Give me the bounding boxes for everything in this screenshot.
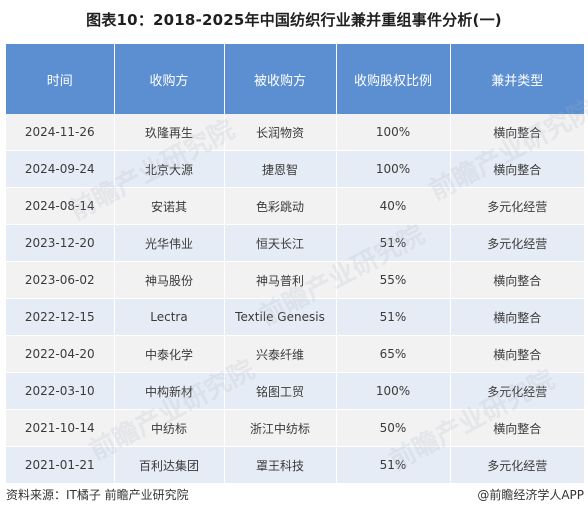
cell-type: 多元化经营 [450, 224, 584, 262]
cell-type: 多元化经营 [450, 187, 584, 225]
cell-ratio: 65% [336, 335, 451, 373]
brand-label: @前瞻经济学人APP [477, 488, 584, 502]
cell-target: Textile Genesis [224, 298, 337, 336]
cell-acquirer: 光华伟业 [114, 224, 225, 262]
cell-ratio: 50% [336, 409, 451, 447]
cell-acquirer: 中泰化学 [114, 335, 225, 373]
cell-date: 2024-11-26 [6, 114, 115, 151]
header-merger-type: 兼并类型 [450, 44, 584, 114]
brand-credit: @前瞻经济学人APP [477, 486, 584, 503]
cell-target: 色彩跳动 [224, 187, 337, 225]
table-row: 2022-03-10 中构新材 铭图工贸 100% 多元化经营 [6, 372, 584, 410]
cell-ratio: 100% [336, 150, 451, 188]
table-row: 2023-12-20 光华伟业 恒天长江 51% 多元化经营 [6, 224, 584, 262]
cell-ratio: 100% [336, 114, 451, 151]
cell-type: 横向整合 [450, 409, 584, 447]
cell-target: 罩王科技 [224, 446, 337, 484]
table-row: 2021-01-21 百利达集团 罩王科技 51% 多元化经营 [6, 446, 584, 484]
table-row: 2024-09-24 北京大源 捷恩智 100% 横向整合 [6, 150, 584, 188]
cell-type: 横向整合 [450, 114, 584, 151]
cell-type: 横向整合 [450, 335, 584, 373]
cell-target: 神马普利 [224, 261, 337, 299]
chart-title: 图表10：2018-2025年中国纺织行业兼并重组事件分析(一) [86, 11, 502, 29]
table-row: 2022-04-20 中泰化学 兴泰纤维 65% 横向整合 [6, 335, 584, 373]
cell-target: 浙江中纺标 [224, 409, 337, 447]
cell-date: 2021-01-21 [6, 446, 115, 484]
cell-date: 2021-10-14 [6, 409, 115, 447]
cell-date: 2022-03-10 [6, 372, 115, 410]
cell-target: 捷恩智 [224, 150, 337, 188]
cell-date: 2022-04-20 [6, 335, 115, 373]
cell-ratio: 55% [336, 261, 451, 299]
cell-ratio: 40% [336, 187, 451, 225]
table-row: 2024-08-14 安诺其 色彩跳动 40% 多元化经营 [6, 187, 584, 225]
cell-acquirer: 百利达集团 [114, 446, 225, 484]
cell-ratio: 51% [336, 446, 451, 484]
header-acquirer: 收购方 [114, 44, 225, 114]
cell-type: 横向整合 [450, 298, 584, 336]
header-target: 被收购方 [224, 44, 337, 114]
cell-date: 2023-12-20 [6, 224, 115, 262]
cell-acquirer: 安诺其 [114, 187, 225, 225]
cell-ratio: 100% [336, 372, 451, 410]
table-row: 2021-10-14 中纺标 浙江中纺标 50% 横向整合 [6, 409, 584, 447]
cell-type: 多元化经营 [450, 446, 584, 484]
cell-type: 多元化经营 [450, 372, 584, 410]
cell-date: 2024-09-24 [6, 150, 115, 188]
cell-target: 铭图工贸 [224, 372, 337, 410]
cell-type: 横向整合 [450, 150, 584, 188]
cell-date: 2022-12-15 [6, 298, 115, 336]
header-equity-ratio: 收购股权比例 [336, 44, 451, 114]
cell-acquirer: 玖隆再生 [114, 114, 225, 151]
cell-acquirer: 北京大源 [114, 150, 225, 188]
source-note: 资料来源：IT橘子 前瞻产业研究院 [6, 488, 189, 502]
table-row: 2023-06-02 神马股份 神马普利 55% 横向整合 [6, 261, 584, 299]
table-row: 2022-12-15 Lectra Textile Genesis 51% 横向… [6, 298, 584, 336]
cell-target: 长润物资 [224, 114, 337, 151]
header-date: 时间 [6, 44, 115, 114]
cell-acquirer: 中构新材 [114, 372, 225, 410]
cell-target: 恒天长江 [224, 224, 337, 262]
cell-date: 2023-06-02 [6, 261, 115, 299]
table-row: 2024-11-26 玖隆再生 长润物资 100% 横向整合 [6, 114, 584, 151]
cell-acquirer: 中纺标 [114, 409, 225, 447]
data-table: 时间 收购方 被收购方 收购股权比例 兼并类型 2024-11-26 玖隆再生 … [6, 44, 584, 484]
cell-date: 2024-08-14 [6, 187, 115, 225]
cell-type: 横向整合 [450, 261, 584, 299]
merger-table: 时间 收购方 被收购方 收购股权比例 兼并类型 2024-11-26 玖隆再生 … [6, 44, 584, 484]
cell-target: 兴泰纤维 [224, 335, 337, 373]
table-header-row: 时间 收购方 被收购方 收购股权比例 兼并类型 [6, 44, 584, 114]
cell-acquirer: Lectra [114, 298, 225, 336]
cell-ratio: 51% [336, 224, 451, 262]
cell-acquirer: 神马股份 [114, 261, 225, 299]
cell-ratio: 51% [336, 298, 451, 336]
